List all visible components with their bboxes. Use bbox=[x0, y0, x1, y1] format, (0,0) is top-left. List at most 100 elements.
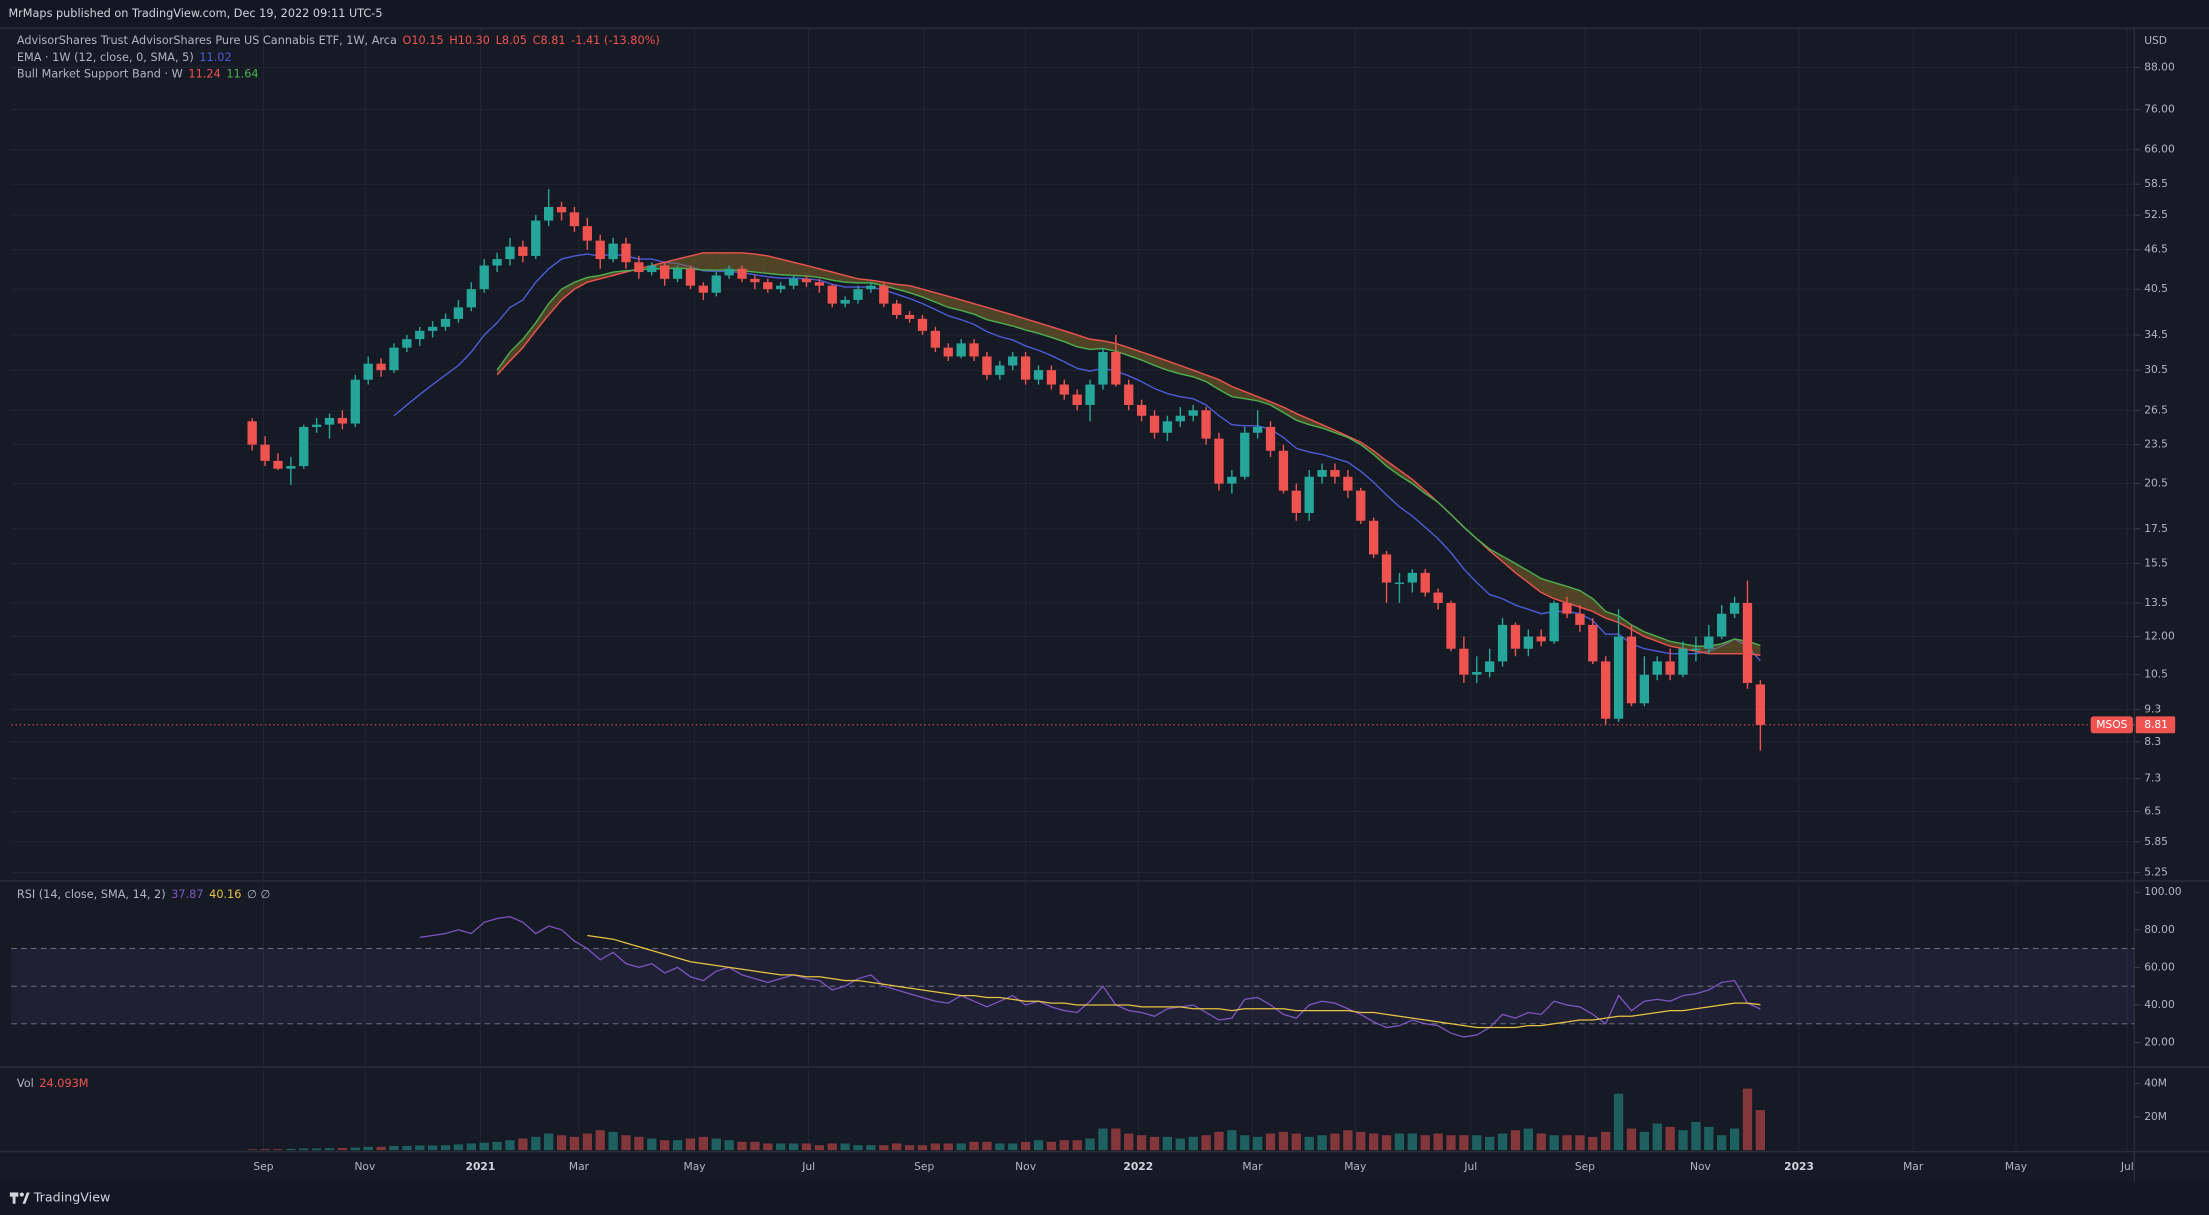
candle-body bbox=[1613, 636, 1624, 719]
volume-bar bbox=[1485, 1136, 1495, 1151]
volume-bar bbox=[1214, 1131, 1224, 1151]
volume-bar bbox=[402, 1146, 412, 1151]
volume-bar bbox=[1459, 1135, 1469, 1151]
volume-bar bbox=[1729, 1128, 1740, 1151]
y-tick-label: 23.5 bbox=[2144, 438, 2168, 451]
volume-bar bbox=[853, 1145, 863, 1151]
volume-bar bbox=[1394, 1133, 1405, 1151]
candle-body bbox=[1175, 415, 1185, 422]
candle-body bbox=[1510, 624, 1521, 649]
band-fill bbox=[703, 252, 717, 271]
candle-body bbox=[324, 417, 335, 425]
candle-body bbox=[1111, 352, 1121, 385]
candle-body bbox=[969, 343, 979, 357]
volume-bar bbox=[1433, 1133, 1443, 1151]
candle-body bbox=[389, 347, 399, 371]
band-fill bbox=[1579, 590, 1593, 612]
candle-body bbox=[879, 285, 889, 304]
volume-bar bbox=[260, 1149, 270, 1151]
band-fill bbox=[1592, 598, 1606, 619]
volume-bar bbox=[763, 1143, 773, 1151]
candle-body bbox=[1020, 356, 1031, 380]
candle-body bbox=[930, 330, 941, 348]
volume-bar bbox=[956, 1143, 966, 1151]
candle-body bbox=[286, 466, 296, 469]
candle-body bbox=[531, 220, 541, 256]
price-tag-label: 8.81 bbox=[2144, 718, 2168, 731]
y-tick-label: 30.5 bbox=[2144, 363, 2168, 376]
band-fill bbox=[690, 252, 704, 271]
volume-bar bbox=[1755, 1110, 1766, 1151]
volume-bar bbox=[1098, 1128, 1108, 1151]
volume-bar bbox=[544, 1133, 554, 1151]
volume-bar bbox=[1252, 1136, 1263, 1151]
candle-body bbox=[1407, 572, 1417, 583]
rsi-line bbox=[587, 934, 1761, 1029]
y-tick-label: 9.3 bbox=[2144, 702, 2161, 715]
volume-bar bbox=[1240, 1135, 1250, 1151]
band-fill bbox=[1515, 563, 1529, 583]
y-tick-label: 46.5 bbox=[2144, 243, 2168, 256]
band-fill bbox=[522, 322, 536, 348]
symbol-tag-label: MSOS bbox=[2096, 718, 2127, 731]
volume-bar bbox=[1085, 1138, 1095, 1151]
volume-bar bbox=[634, 1136, 644, 1151]
x-tick-label: Mar bbox=[1903, 1160, 1924, 1173]
candle-body bbox=[376, 363, 386, 371]
band-fill bbox=[1090, 339, 1103, 350]
indicator-label: Bull Market Support Band · W bbox=[17, 68, 183, 81]
candle-body bbox=[582, 226, 592, 241]
x-tick-label: Sep bbox=[1575, 1160, 1595, 1173]
candle-body bbox=[750, 278, 760, 283]
candle-body bbox=[1485, 661, 1495, 672]
band-fill bbox=[1231, 386, 1245, 399]
band-fill bbox=[1399, 470, 1413, 484]
candle-body bbox=[1072, 394, 1082, 405]
candle-body bbox=[299, 426, 309, 467]
candle-body bbox=[479, 265, 489, 290]
candle-body bbox=[466, 289, 476, 308]
y-tick-label: 58.5 bbox=[2144, 177, 2168, 190]
y-tick-label: 100.00 bbox=[2144, 885, 2182, 898]
band-fill bbox=[1128, 347, 1142, 361]
candle-body bbox=[1278, 450, 1289, 491]
band-fill bbox=[1296, 413, 1310, 425]
volume-bar bbox=[1343, 1130, 1353, 1151]
indicator-line bbox=[496, 267, 1761, 647]
candle-body bbox=[1704, 636, 1714, 649]
volume-bar bbox=[1046, 1141, 1057, 1151]
y-tick-label: 5.85 bbox=[2144, 835, 2168, 848]
volume-bar bbox=[685, 1138, 696, 1151]
band-fill bbox=[574, 277, 588, 290]
candle-body bbox=[518, 246, 528, 256]
volume-bar bbox=[1613, 1093, 1624, 1151]
candle-body bbox=[1381, 554, 1392, 583]
y-tick-label: 17.5 bbox=[2144, 522, 2168, 535]
y-tick-label: 12.00 bbox=[2144, 630, 2175, 643]
volume-bar bbox=[389, 1146, 399, 1151]
candle-body bbox=[788, 278, 799, 286]
candle-body bbox=[492, 259, 502, 266]
candle-body bbox=[814, 282, 825, 286]
candle-body bbox=[1691, 648, 1701, 651]
volume-bar bbox=[1678, 1130, 1688, 1151]
currency: USD bbox=[2144, 34, 2167, 47]
volume-bar bbox=[1201, 1135, 1211, 1151]
volume-bar bbox=[788, 1143, 799, 1151]
candle-body bbox=[737, 268, 747, 279]
volume-bar bbox=[750, 1141, 760, 1151]
band-fill bbox=[793, 262, 807, 277]
candle-body bbox=[1008, 356, 1018, 366]
candle-body bbox=[1317, 470, 1327, 477]
candle-body bbox=[1665, 661, 1675, 675]
band-fill bbox=[561, 282, 575, 300]
candle-body bbox=[544, 207, 554, 221]
volume-bar bbox=[1742, 1088, 1753, 1151]
candle-body bbox=[440, 318, 451, 327]
symbol-title: AdvisorShares Trust AdvisorShares Pure U… bbox=[17, 34, 397, 47]
x-tick-label: Mar bbox=[1242, 1160, 1263, 1173]
volume-bar bbox=[827, 1143, 837, 1151]
volume-bar bbox=[1291, 1133, 1301, 1151]
y-tick-label: 5.25 bbox=[2144, 866, 2168, 879]
